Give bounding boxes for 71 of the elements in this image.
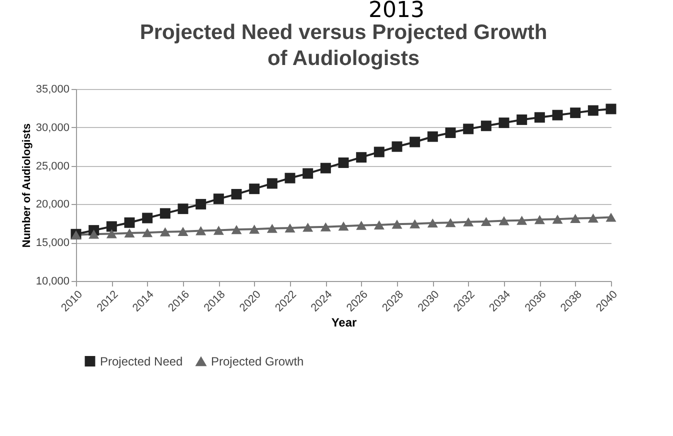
point (106, 229, 117, 238)
point (588, 105, 598, 116)
point (570, 108, 581, 118)
point (356, 220, 367, 230)
point (320, 162, 331, 174)
point (570, 214, 581, 223)
point (284, 223, 296, 233)
y-tick-label: 35,000 (36, 84, 70, 96)
point (196, 226, 206, 236)
point (445, 218, 456, 228)
point (374, 146, 384, 158)
point (427, 218, 438, 228)
point (142, 212, 153, 224)
point (480, 120, 492, 132)
x-axis-title: Year (331, 316, 358, 330)
point (160, 208, 170, 219)
point (249, 224, 260, 234)
point (302, 168, 314, 179)
point (516, 114, 528, 125)
y-tick-label: 10,000 (36, 276, 70, 288)
point (606, 104, 616, 114)
point (445, 128, 456, 138)
point (606, 212, 616, 222)
point (106, 221, 117, 232)
legend-label: Projected Growth (211, 354, 304, 369)
y-tick-label: 25,000 (36, 160, 70, 172)
point (178, 226, 188, 236)
point (392, 220, 402, 229)
point (213, 194, 224, 204)
point (124, 217, 135, 228)
point (356, 152, 367, 163)
point (213, 226, 224, 235)
point (88, 230, 100, 239)
point (552, 214, 563, 224)
point (124, 228, 135, 238)
point (142, 228, 153, 238)
text: 2013 (368, 0, 426, 23)
point (231, 225, 242, 234)
point (178, 204, 188, 214)
point (410, 219, 420, 228)
point (516, 216, 528, 225)
point (249, 184, 260, 194)
point (534, 215, 545, 224)
point (480, 216, 492, 226)
y-tick-label: 15,000 (36, 237, 70, 250)
legend-label: Projected Need (100, 354, 183, 368)
point (160, 227, 170, 236)
point (266, 224, 278, 233)
point (552, 110, 563, 120)
point (427, 131, 438, 142)
point (534, 112, 545, 123)
point (374, 220, 384, 230)
point (231, 188, 242, 200)
point (338, 222, 349, 231)
point (266, 178, 278, 189)
point (463, 217, 474, 226)
point (302, 222, 314, 232)
point (392, 141, 402, 152)
point (410, 136, 420, 148)
y-tick-label: 20,000 (36, 198, 70, 211)
point (498, 216, 510, 226)
y-axis-title: Number of Audiologists (20, 123, 33, 248)
y-tick-label: 30,000 (36, 122, 70, 134)
chart-title: Projected Need versus Projected Growth of Audiologists (140, 21, 548, 70)
point (463, 124, 474, 134)
point (320, 222, 331, 232)
point (338, 157, 349, 168)
point (196, 198, 206, 210)
point (498, 118, 510, 128)
point (284, 172, 296, 184)
point (588, 213, 598, 223)
